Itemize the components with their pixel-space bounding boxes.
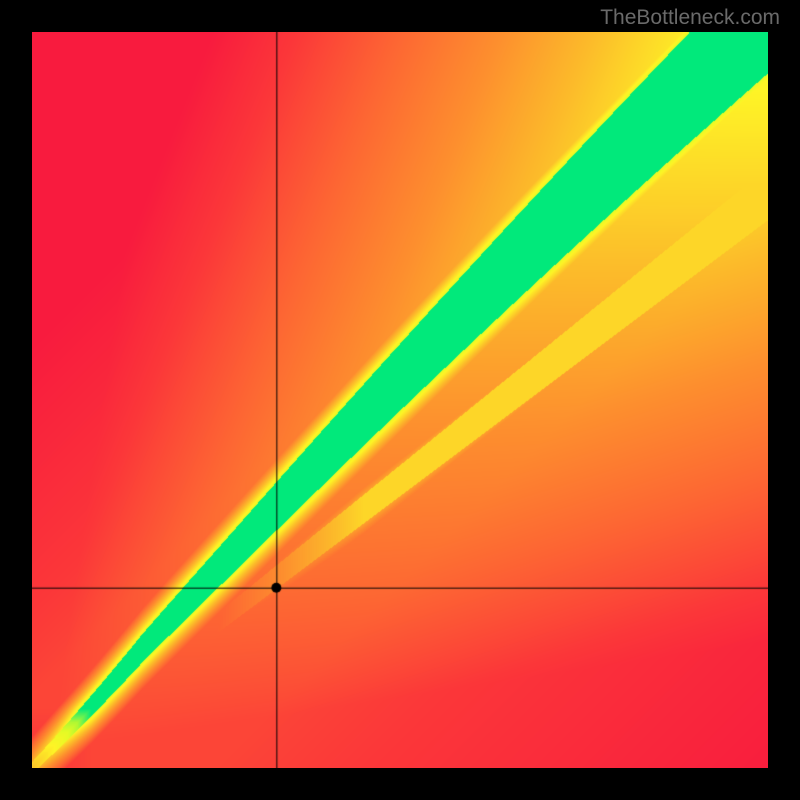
chart-container: TheBottleneck.com — [0, 0, 800, 800]
attribution-text: TheBottleneck.com — [600, 6, 780, 30]
heatmap-plot-area — [32, 32, 768, 768]
heatmap-canvas — [32, 32, 768, 768]
